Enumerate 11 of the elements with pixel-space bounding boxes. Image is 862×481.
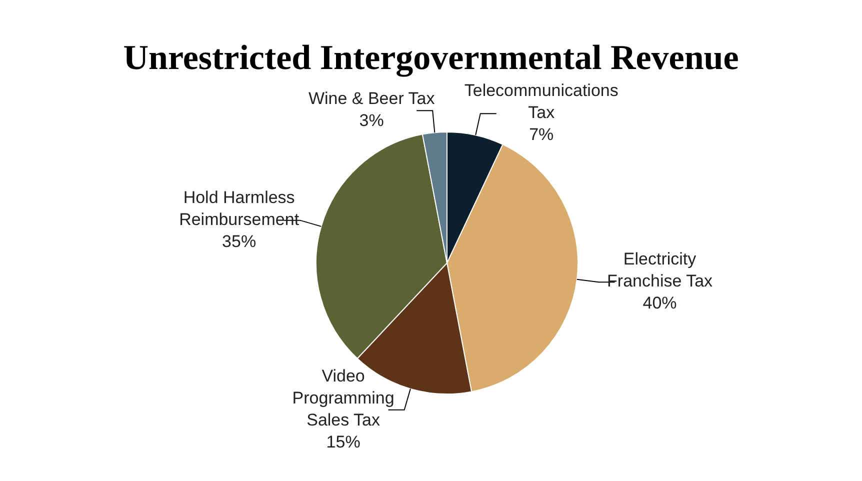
slice-label: Video Programming Sales Tax xyxy=(292,366,394,430)
slice-label: Wine & Beer Tax xyxy=(308,89,436,108)
slice-label: Electricity Franchise Tax xyxy=(607,250,714,291)
chart-title: Unrestricted Intergovernmental Revenue xyxy=(122,38,740,78)
slice-label: Hold Harmless Reimbursement xyxy=(179,188,300,229)
data-label: 40% xyxy=(642,294,677,313)
data-label: 35% xyxy=(222,232,256,251)
data-label: 3% xyxy=(359,111,384,130)
data-label: 15% xyxy=(326,432,360,452)
slice-label: Telecommunications Tax xyxy=(464,81,618,122)
data-label: 7% xyxy=(529,125,554,144)
